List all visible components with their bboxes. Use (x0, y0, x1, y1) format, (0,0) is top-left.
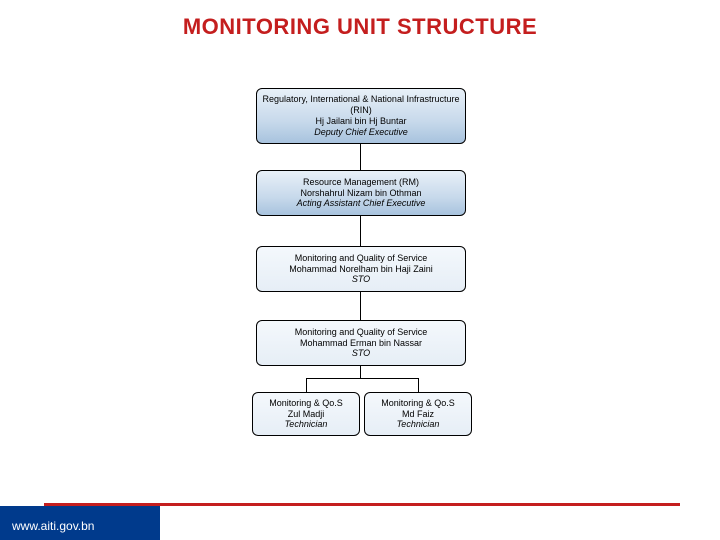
org-node-tech-1: Monitoring & Qo.S Zul Madji Technician (252, 392, 360, 436)
connector-line (306, 378, 418, 379)
node-person: Mohammad Norelham bin Haji Zaini (261, 264, 461, 275)
page-title: MONITORING UNIT STRUCTURE (0, 14, 720, 40)
connector-line (360, 292, 361, 320)
node-dept: Resource Management (RM) (261, 177, 461, 188)
node-role: Technician (257, 419, 355, 430)
org-node-tech-2: Monitoring & Qo.S Md Faiz Technician (364, 392, 472, 436)
node-person: Md Faiz (369, 409, 467, 420)
footer-url: www.aiti.gov.bn (12, 519, 94, 533)
org-node-rin: Regulatory, International & National Inf… (256, 88, 466, 144)
node-person: Hj Jailani bin Hj Buntar (261, 116, 461, 127)
node-person: Zul Madji (257, 409, 355, 420)
connector-line (306, 378, 307, 392)
node-role: STO (261, 274, 461, 285)
node-dept: Monitoring & Qo.S (369, 398, 467, 409)
node-role: Acting Assistant Chief Executive (261, 198, 461, 209)
connector-line (360, 366, 361, 378)
node-dept: Monitoring & Qo.S (257, 398, 355, 409)
org-node-mqs-2: Monitoring and Quality of Service Mohamm… (256, 320, 466, 366)
title-text: MONITORING UNIT STRUCTURE (183, 14, 537, 39)
org-node-mqs-1: Monitoring and Quality of Service Mohamm… (256, 246, 466, 292)
node-role: Technician (369, 419, 467, 430)
connector-line (360, 144, 361, 170)
org-node-rm: Resource Management (RM) Norshahrul Niza… (256, 170, 466, 216)
node-role: STO (261, 348, 461, 359)
node-dept: Monitoring and Quality of Service (261, 253, 461, 264)
node-dept: Regulatory, International & National Inf… (261, 94, 461, 116)
connector-line (360, 216, 361, 246)
connector-line (418, 378, 419, 392)
node-person: Norshahrul Nizam bin Othman (261, 188, 461, 199)
node-dept: Monitoring and Quality of Service (261, 327, 461, 338)
node-role: Deputy Chief Executive (261, 127, 461, 138)
node-person: Mohammad Erman bin Nassar (261, 338, 461, 349)
